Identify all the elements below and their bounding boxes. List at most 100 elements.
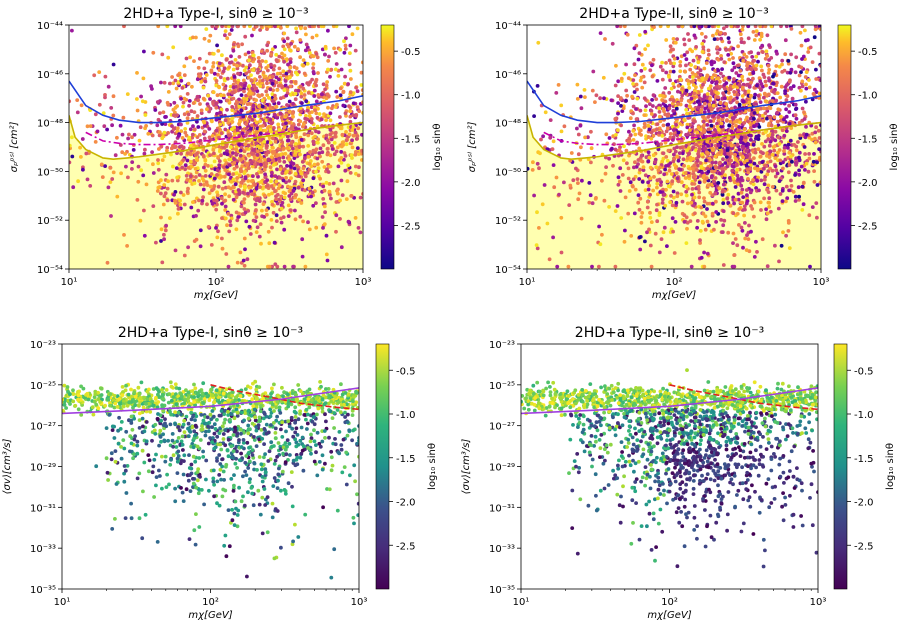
scatter-point bbox=[342, 151, 347, 155]
scatter-point bbox=[765, 116, 769, 121]
scatter-point bbox=[258, 185, 262, 190]
scatter-point bbox=[774, 64, 779, 68]
scatter-point bbox=[314, 52, 319, 56]
scatter-point bbox=[267, 25, 272, 29]
scatter-point bbox=[744, 248, 749, 253]
scatter-point bbox=[799, 164, 804, 169]
scatter-point bbox=[752, 161, 757, 166]
scatter-point bbox=[267, 135, 272, 140]
scatter-point bbox=[324, 83, 329, 88]
scatter-point bbox=[231, 151, 235, 155]
scatter-point bbox=[300, 254, 305, 259]
scatter-point bbox=[664, 164, 668, 168]
scatter-point bbox=[650, 74, 655, 79]
scatter-point bbox=[242, 68, 247, 73]
scatter-point bbox=[241, 258, 246, 263]
scatter-point bbox=[299, 94, 304, 99]
scatter-point bbox=[291, 101, 295, 106]
scatter-point bbox=[85, 124, 90, 129]
scatter-point bbox=[214, 79, 219, 83]
scatter-point bbox=[229, 213, 234, 218]
scatter-point bbox=[301, 58, 306, 62]
scatter-point bbox=[299, 109, 303, 114]
scatter-point bbox=[568, 183, 573, 188]
scatter-point bbox=[673, 40, 678, 45]
scatter-point bbox=[151, 50, 156, 55]
scatter-point bbox=[185, 92, 190, 96]
scatter-point bbox=[303, 264, 308, 269]
scatter-point bbox=[285, 134, 290, 139]
scatter-point bbox=[764, 217, 769, 222]
scatter-point bbox=[785, 94, 790, 98]
scatter-point bbox=[647, 155, 652, 160]
scatter-point bbox=[277, 66, 282, 71]
scatter-point bbox=[322, 222, 327, 227]
scatter-point bbox=[238, 148, 243, 153]
scatter-point bbox=[120, 132, 125, 137]
scatter-point bbox=[637, 235, 642, 240]
scatter-point bbox=[108, 180, 113, 185]
scatter-point bbox=[348, 114, 353, 119]
scatter-point bbox=[749, 80, 753, 85]
scatter-point bbox=[305, 45, 310, 50]
scatter-point bbox=[212, 159, 217, 164]
scatter-point bbox=[325, 80, 329, 84]
scatter-point bbox=[752, 116, 756, 121]
scatter-point bbox=[292, 44, 297, 49]
scatter-point bbox=[813, 130, 818, 135]
scatter-point bbox=[226, 185, 231, 190]
scatter-point bbox=[356, 173, 361, 178]
scatter-point bbox=[324, 180, 329, 185]
scatter-point bbox=[155, 123, 160, 128]
scatter-point bbox=[699, 205, 704, 210]
scatter-point bbox=[244, 219, 249, 224]
scatter-point bbox=[292, 156, 297, 161]
scatter-point bbox=[247, 185, 252, 190]
scatter-point bbox=[691, 75, 695, 79]
scatter-point bbox=[657, 110, 662, 114]
scatter-point bbox=[71, 185, 76, 190]
scatter-point bbox=[646, 187, 651, 192]
scatter-point bbox=[576, 132, 581, 137]
scatter-point bbox=[688, 166, 692, 171]
scatter-point bbox=[613, 117, 618, 121]
scatter-point bbox=[601, 75, 606, 80]
scatter-point bbox=[356, 152, 361, 157]
scatter-point bbox=[726, 142, 731, 146]
scatter-point bbox=[775, 91, 780, 95]
scatter-point bbox=[640, 180, 645, 184]
scatter-point bbox=[719, 124, 724, 129]
scatter-point bbox=[238, 250, 243, 255]
scatter-point bbox=[807, 85, 812, 90]
scatter-point bbox=[683, 176, 688, 180]
scatter-point bbox=[84, 151, 89, 156]
scatter-point bbox=[190, 84, 194, 89]
scatter-point bbox=[640, 85, 645, 90]
scatter-point bbox=[179, 151, 184, 156]
scatter-point bbox=[787, 110, 792, 114]
scatter-point bbox=[343, 43, 348, 48]
scatter-point bbox=[724, 102, 728, 106]
scatter-point bbox=[289, 126, 294, 131]
scatter-point bbox=[220, 216, 224, 221]
scatter-point bbox=[180, 136, 185, 140]
scatter-point bbox=[335, 95, 340, 99]
scatter-point bbox=[691, 203, 696, 208]
scatter-point bbox=[576, 152, 581, 157]
scatter-point bbox=[348, 90, 353, 95]
scatter-point bbox=[361, 110, 363, 115]
scatter-point bbox=[246, 191, 250, 196]
scatter-point bbox=[789, 52, 793, 57]
scatter-point bbox=[226, 92, 231, 97]
scatter-point bbox=[724, 48, 729, 52]
scatter-point bbox=[260, 208, 264, 213]
scatter-point bbox=[298, 38, 303, 42]
scatter-point bbox=[124, 164, 128, 169]
scatter-point bbox=[802, 110, 806, 115]
scatter-point bbox=[276, 153, 280, 158]
scatter-point bbox=[737, 223, 741, 227]
scatter-point bbox=[735, 142, 740, 147]
scatter-point bbox=[732, 77, 736, 81]
scatter-point bbox=[577, 191, 582, 196]
scatter-point bbox=[215, 173, 219, 177]
